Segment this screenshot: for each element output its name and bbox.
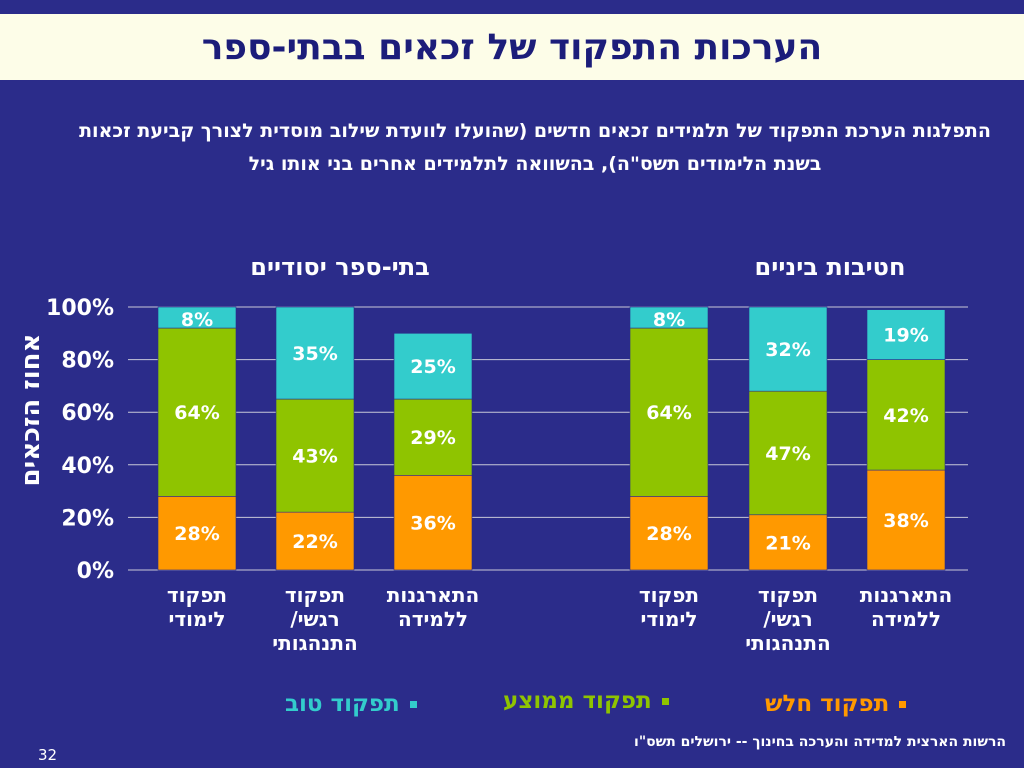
legend-label-good: תפקוד טוב <box>285 691 400 717</box>
legend-item-weak: תפקוד חלש <box>765 691 907 717</box>
x-category-label: תפקוד <box>285 583 345 607</box>
bar-segment <box>393 475 473 571</box>
data-label: 21% <box>765 532 810 554</box>
page-number: 32 <box>38 746 58 764</box>
legend-label-average: תפקוד ממוצע <box>503 688 652 714</box>
legend-item-good: תפקוד טוב <box>285 691 417 717</box>
x-category-label: תפקוד <box>167 583 227 607</box>
data-label: 42% <box>883 405 928 427</box>
bar-segment <box>393 332 473 400</box>
bar-segment <box>629 306 709 329</box>
x-category-label: התנהגותי <box>745 631 831 655</box>
y-tick-label: 20% <box>61 506 114 531</box>
data-label: 32% <box>765 339 810 361</box>
data-label: 8% <box>653 309 685 331</box>
x-category-label: ללמידה <box>398 607 468 631</box>
bar-segment <box>748 390 828 516</box>
group-title-elementary: בתי-ספר יסודיים <box>250 253 430 281</box>
footer-source: הרשות הארצית למדידה והערכה בחינוך -- ירו… <box>634 734 1006 750</box>
bar-segment <box>157 306 237 329</box>
x-category-label: לימודי <box>641 607 698 631</box>
data-label: 29% <box>410 427 455 449</box>
x-category-label: לימודי <box>169 607 226 631</box>
legend-swatch-weak <box>899 700 907 708</box>
legend-item-average: תפקוד ממוצע <box>503 688 669 714</box>
y-tick-label: 60% <box>61 401 114 426</box>
data-label: 64% <box>646 402 691 424</box>
x-category-label: תפקוד <box>639 583 699 607</box>
x-category-label: התנהגותי <box>272 631 358 655</box>
slide-subtitle: התפלגות הערכת התפקוד של תלמידים זכאים חד… <box>79 120 991 175</box>
bar-segment <box>629 327 709 497</box>
bar-segment <box>275 511 355 571</box>
x-category-label: רגשי/ <box>763 607 812 631</box>
bar-segment <box>748 306 828 392</box>
y-tick-label: 100% <box>46 296 114 321</box>
slide-title: הערכות התפקוד של זכאים בבתי-ספר <box>201 26 823 68</box>
bar-segment <box>629 496 709 571</box>
y-tick-label: 80% <box>61 349 114 374</box>
y-tick-label: 40% <box>61 454 114 479</box>
x-category-label: רגשי/ <box>290 607 339 631</box>
data-label: 43% <box>292 446 337 468</box>
group-title-middle: חטיבות ביניים <box>754 253 906 281</box>
data-label: 8% <box>181 309 213 331</box>
data-label: 22% <box>292 531 337 553</box>
data-label: 25% <box>410 356 455 378</box>
title-bar: הערכות התפקוד של זכאים בבתי-ספר <box>0 14 1024 80</box>
x-category-label: תפקוד <box>758 583 818 607</box>
bar-segment <box>157 327 237 497</box>
stacked-bar-chart: 0%20%40%60%80%100%28%64%8%תפקודלימודי22%… <box>46 296 968 655</box>
bar-segment <box>866 309 946 360</box>
bar-segment <box>275 306 355 400</box>
x-category-label: התארגנות <box>387 583 480 607</box>
bar-segment <box>866 359 946 471</box>
legend-label-weak: תפקוד חלש <box>765 691 890 717</box>
data-label: 35% <box>292 343 337 365</box>
legend-swatch-average <box>661 697 669 705</box>
y-tick-label: 0% <box>77 559 114 584</box>
data-label: 64% <box>174 402 219 424</box>
bar-segment <box>393 398 473 476</box>
data-label: 19% <box>883 325 928 347</box>
data-label: 28% <box>646 523 691 545</box>
legend-swatch-good <box>409 700 417 708</box>
x-category-label: התארגנות <box>860 583 953 607</box>
data-label: 47% <box>765 443 810 465</box>
data-label: 36% <box>410 513 455 535</box>
x-category-label: ללמידה <box>871 607 941 631</box>
data-label: 38% <box>883 510 928 532</box>
data-label: 28% <box>174 523 219 545</box>
bar-segment <box>157 496 237 571</box>
bar-segment <box>275 398 355 513</box>
